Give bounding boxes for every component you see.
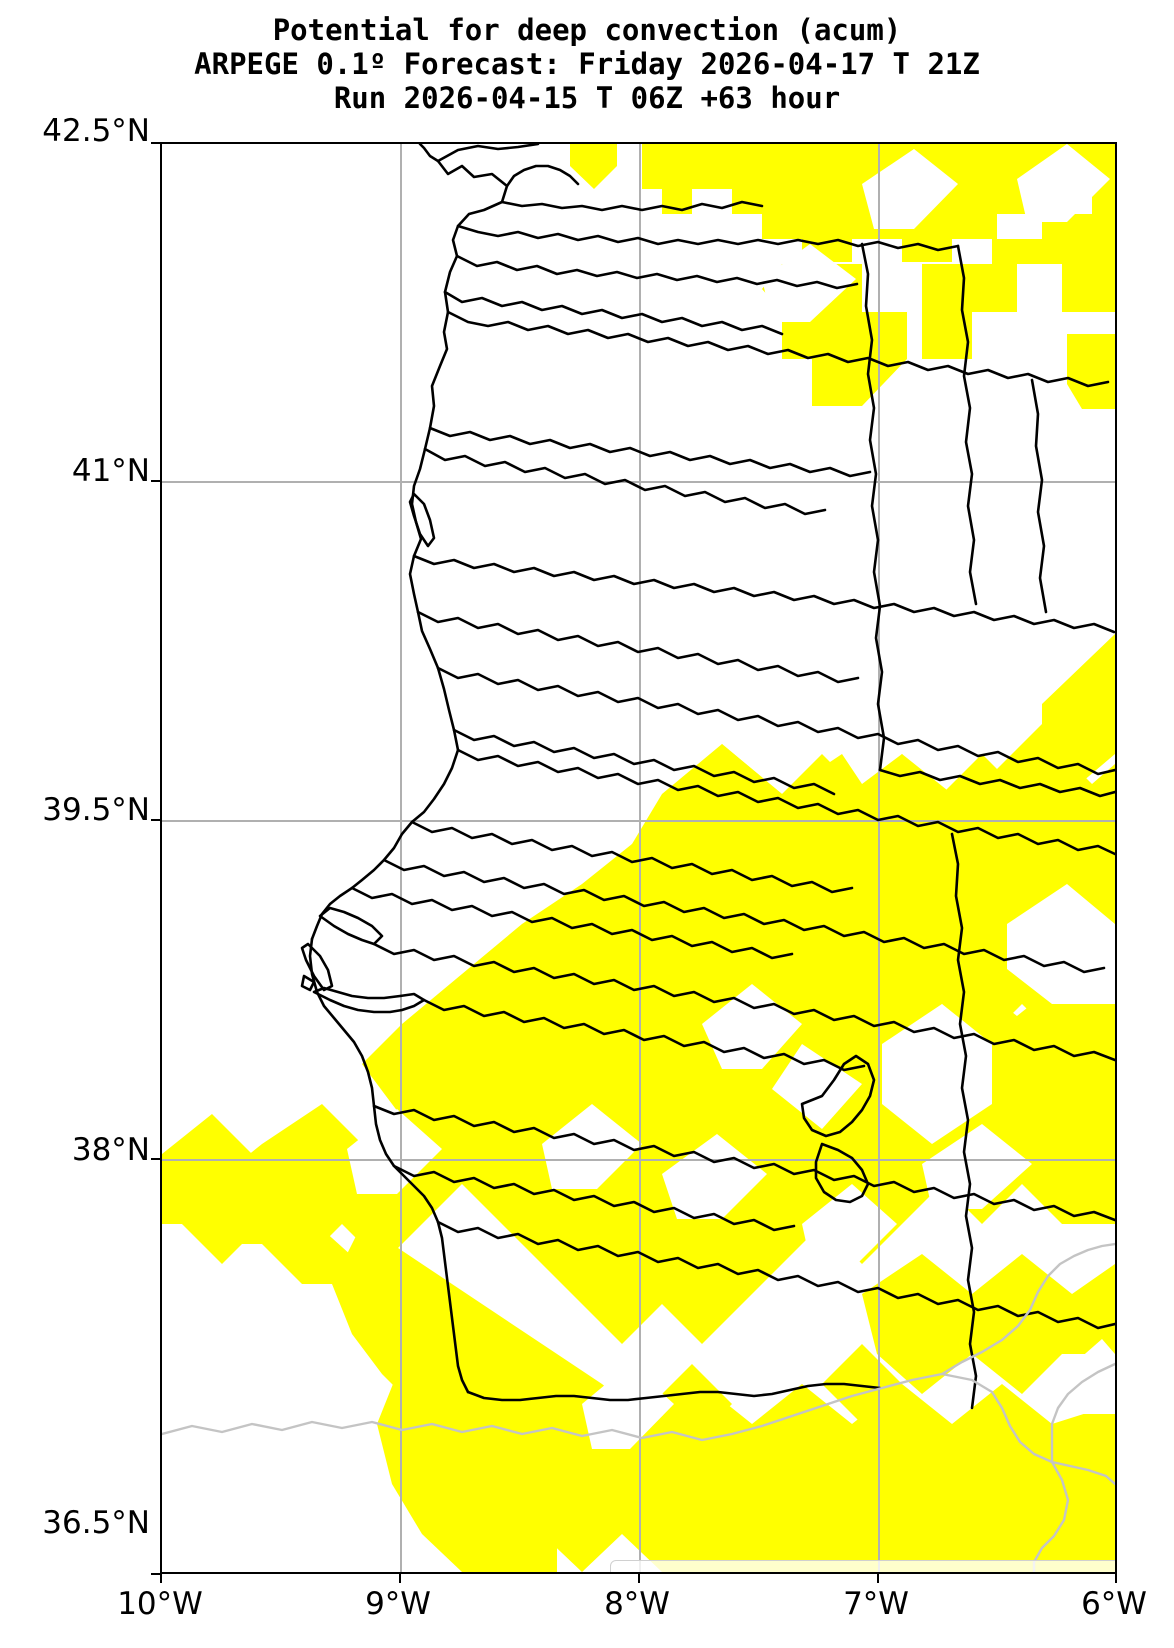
- x-tick-mark-7w: [877, 1574, 879, 1583]
- convection-holes-layer: [347, 144, 1115, 1449]
- chart-title-block: Potential for deep convection (acum) ARP…: [0, 0, 1174, 115]
- y-tick-label-41: 41°N: [71, 453, 150, 489]
- x-tick-label-7w: 7°W: [843, 1586, 909, 1622]
- y-tick-mark-36-5: [151, 1573, 160, 1575]
- y-tick-mark-39-5: [151, 819, 160, 821]
- convection-map: [162, 144, 1115, 1572]
- forecast-subtitle: ARPEGE 0.1º Forecast: Friday 2026-04-17 …: [194, 47, 980, 81]
- y-tick-mark-42-5: [151, 142, 160, 144]
- x-tick-label-10w: 10°W: [117, 1586, 203, 1622]
- y-tick-mark-41: [151, 480, 160, 482]
- x-tick-mark-8w: [638, 1574, 640, 1583]
- x-tick-mark-9w: [399, 1574, 401, 1583]
- y-tick-label-39-5: 39.5°N: [42, 792, 150, 828]
- y-tick-label-36-5: 36.5°N: [42, 1505, 150, 1541]
- legend-row-convection-possible: Convection possible: [611, 1561, 1115, 1572]
- graticule-gridlines: [162, 144, 1115, 1572]
- run-subtitle: Run 2026-04-15 T 06Z +63 hour: [333, 81, 841, 115]
- x-tick-label-8w: 8°W: [604, 1586, 670, 1622]
- x-tick-mark-10w: [160, 1574, 162, 1583]
- map-legend[interactable]: Convection possible Strong Convection po…: [610, 1560, 1115, 1572]
- x-tick-label-9w: 9°W: [365, 1586, 431, 1622]
- y-tick-mark-38: [151, 1158, 160, 1160]
- secondary-boundaries: [162, 1242, 1115, 1572]
- y-tick-label-38: 38°N: [71, 1132, 150, 1168]
- coastline-and-borders: [300, 144, 1115, 1410]
- x-tick-label-6w: 6°W: [1081, 1586, 1147, 1622]
- map-plot-area[interactable]: Convection possible Strong Convection po…: [160, 142, 1117, 1574]
- y-tick-label-42-5: 42.5°N: [42, 113, 150, 149]
- x-tick-mark-6w: [1115, 1574, 1117, 1583]
- page-title: Potential for deep convection (acum): [272, 13, 902, 47]
